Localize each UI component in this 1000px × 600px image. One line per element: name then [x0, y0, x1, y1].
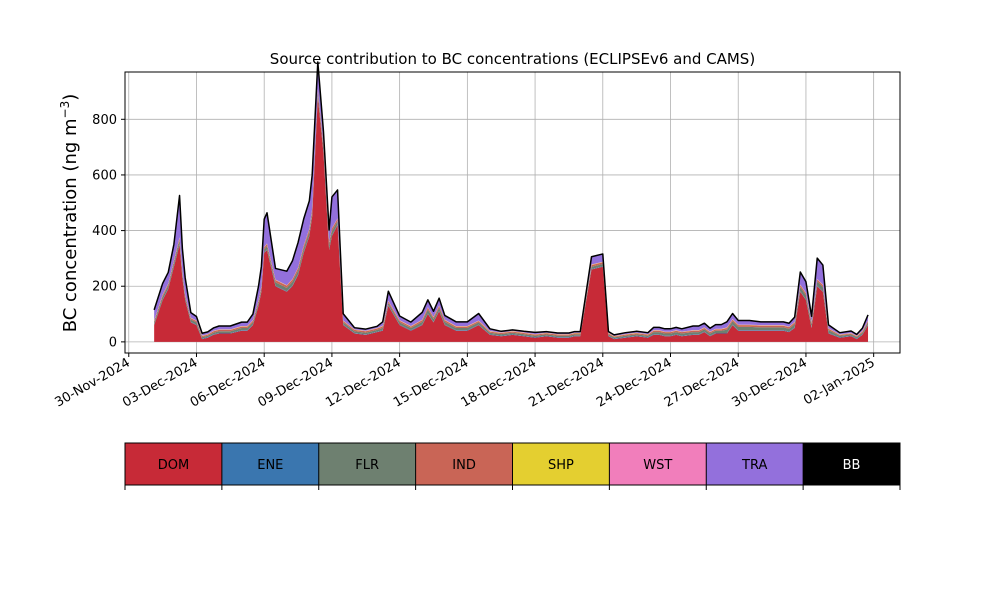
x-tick-label: 15-Dec-2024	[391, 355, 471, 410]
x-tick-label: 27-Dec-2024	[662, 355, 742, 410]
legend-swatch-ind	[415, 443, 513, 485]
area-ene	[154, 96, 869, 340]
x-tick-label: 03-Dec-2024	[120, 355, 200, 410]
y-axis-label: BC concentration (ng m−3)	[58, 94, 81, 333]
legend-swatch-wst	[609, 443, 707, 485]
area-flr	[154, 92, 869, 339]
y-axis: 0 200 400 600 800	[92, 113, 125, 350]
y-tick-label: 200	[92, 280, 117, 295]
plot-frame	[124, 71, 901, 354]
x-tick-label: 06-Dec-2024	[188, 355, 268, 410]
total-line	[153, 61, 869, 336]
x-tick-label: 21-Dec-2024	[526, 355, 606, 410]
legend-frame	[124, 442, 901, 486]
legend-swatch-flr	[318, 443, 416, 485]
legend-label-ene: ENE	[257, 458, 283, 473]
y-tick-label: 600	[92, 168, 117, 183]
y-axis-label-close: )	[60, 94, 81, 101]
x-tick-label: 30-Dec-2024	[730, 355, 810, 410]
legend-label-dom: DOM	[158, 458, 189, 473]
legend-swatch-tra	[706, 443, 804, 485]
x-axis: 30-Nov-202403-Dec-202406-Dec-202409-Dec-…	[52, 353, 878, 411]
legend-swatch-dom	[125, 443, 222, 485]
legend-swatch-shp	[512, 443, 610, 485]
legend-label-shp: SHP	[548, 458, 574, 473]
legend-label-wst: WST	[643, 458, 672, 473]
stacked-areas	[153, 61, 869, 342]
x-tick-label: 09-Dec-2024	[256, 355, 336, 410]
legend-swatch-ene	[221, 443, 319, 485]
grid	[125, 72, 900, 353]
x-tick-label: 30-Nov-2024	[52, 355, 132, 410]
chart-title: Source contribution to BC concentrations…	[270, 50, 755, 68]
y-tick-label: 400	[92, 224, 117, 239]
x-tick-label: 24-Dec-2024	[594, 355, 674, 410]
legend-swatch-bb	[803, 443, 900, 485]
x-tick-label: 02-Jan-2025	[801, 355, 878, 408]
x-tick-label: 12-Dec-2024	[323, 355, 403, 410]
y-axis-label-exponent: −3	[58, 101, 72, 119]
y-tick-label: 0	[109, 335, 117, 350]
legend-label-bb: BB	[843, 458, 861, 473]
x-tick-label: 18-Dec-2024	[459, 355, 539, 410]
legend-label-tra: TRA	[741, 458, 767, 473]
legend: DOM ENE FLR IND SHP WST TRA BB	[124, 442, 901, 490]
legend-label-ind: IND	[452, 458, 476, 473]
y-axis-label-text: BC concentration (ng m	[60, 118, 81, 332]
area-tra	[154, 61, 869, 337]
legend-label-flr: FLR	[355, 458, 379, 473]
y-tick-label: 800	[92, 113, 117, 128]
area-dom	[154, 97, 869, 342]
